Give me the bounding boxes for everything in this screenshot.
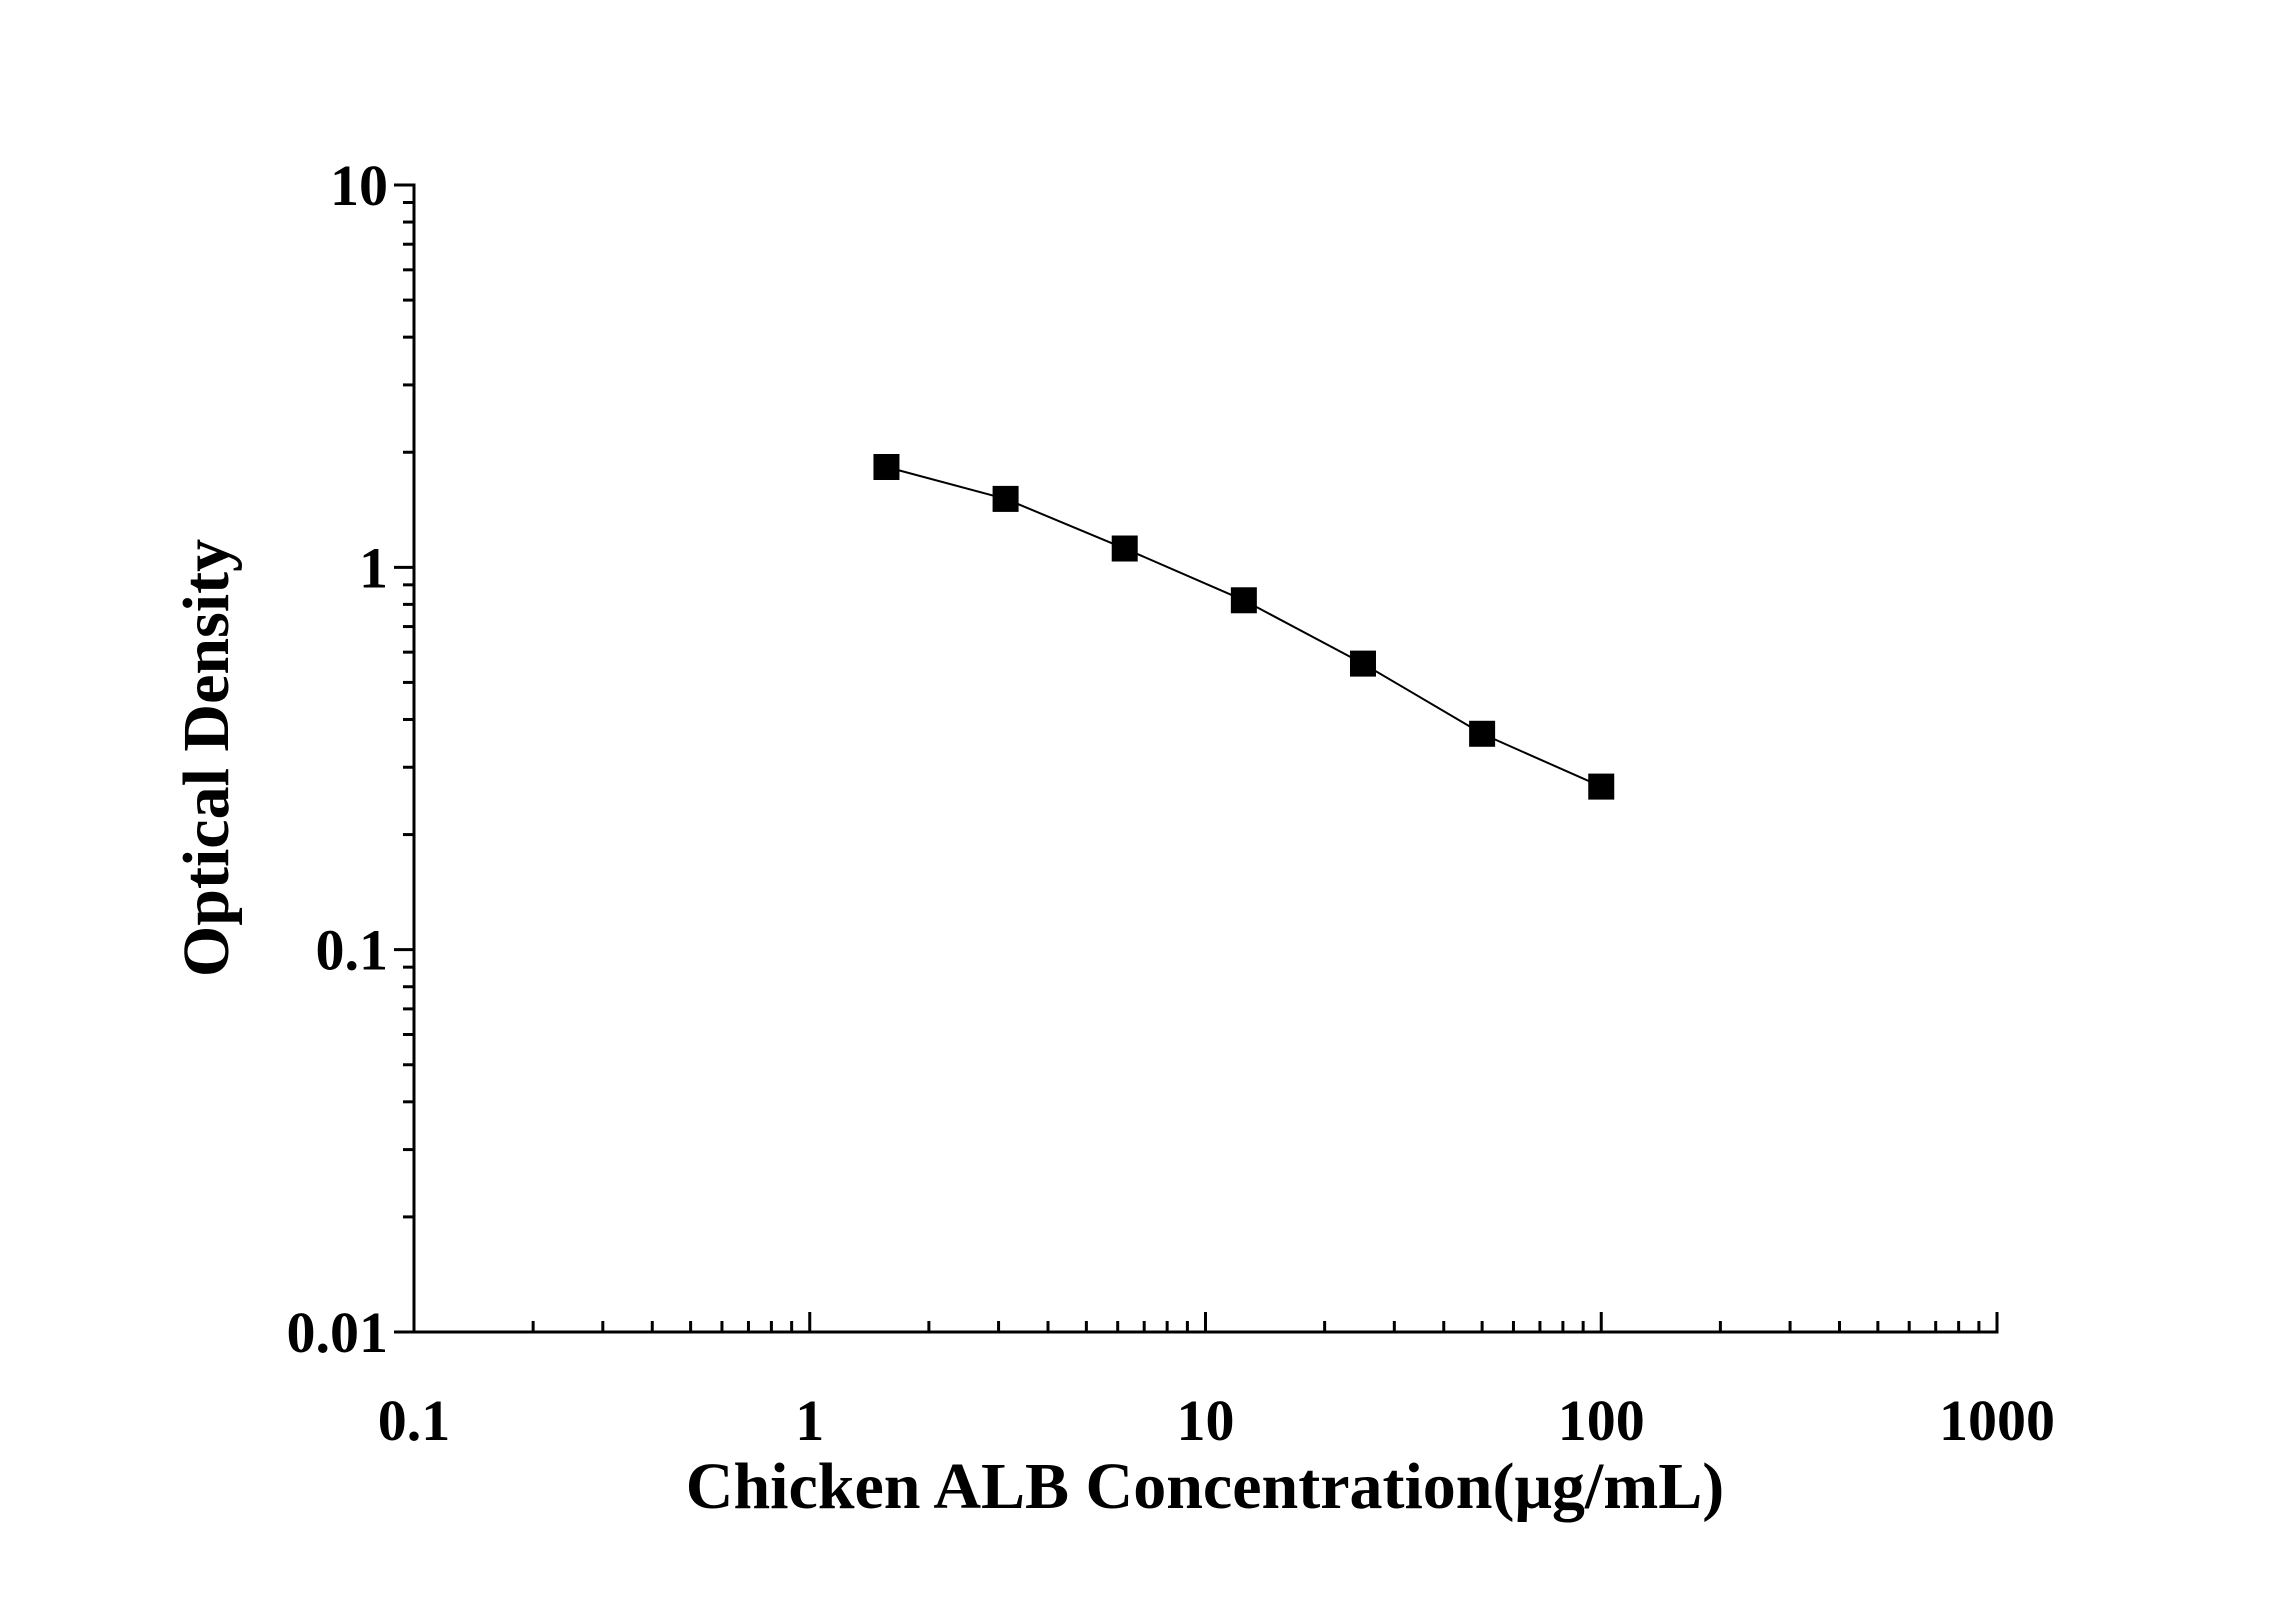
data-point	[992, 485, 1019, 512]
y-tick-label: 1	[359, 535, 388, 600]
x-tick-label: 0.1	[378, 1388, 451, 1453]
x-tick-label: 1	[795, 1388, 824, 1453]
data-point	[1230, 587, 1257, 614]
data-point	[1111, 535, 1138, 562]
data-point	[1349, 650, 1376, 677]
data-point	[873, 453, 900, 480]
data-point	[1588, 773, 1615, 800]
y-tick-label: 10	[330, 153, 388, 218]
x-tick-label: 1000	[1939, 1388, 2055, 1453]
y-axis-title: Optical Density	[170, 539, 243, 977]
data-point	[1469, 720, 1496, 747]
x-tick-label: 100	[1558, 1388, 1645, 1453]
x-tick-label: 10	[1177, 1388, 1235, 1453]
y-tick-label: 0.1	[316, 918, 389, 983]
x-axis-title: Chicken ALB Concentration(μg/mL)	[686, 1450, 1724, 1523]
y-tick-label: 0.01	[287, 1300, 389, 1365]
